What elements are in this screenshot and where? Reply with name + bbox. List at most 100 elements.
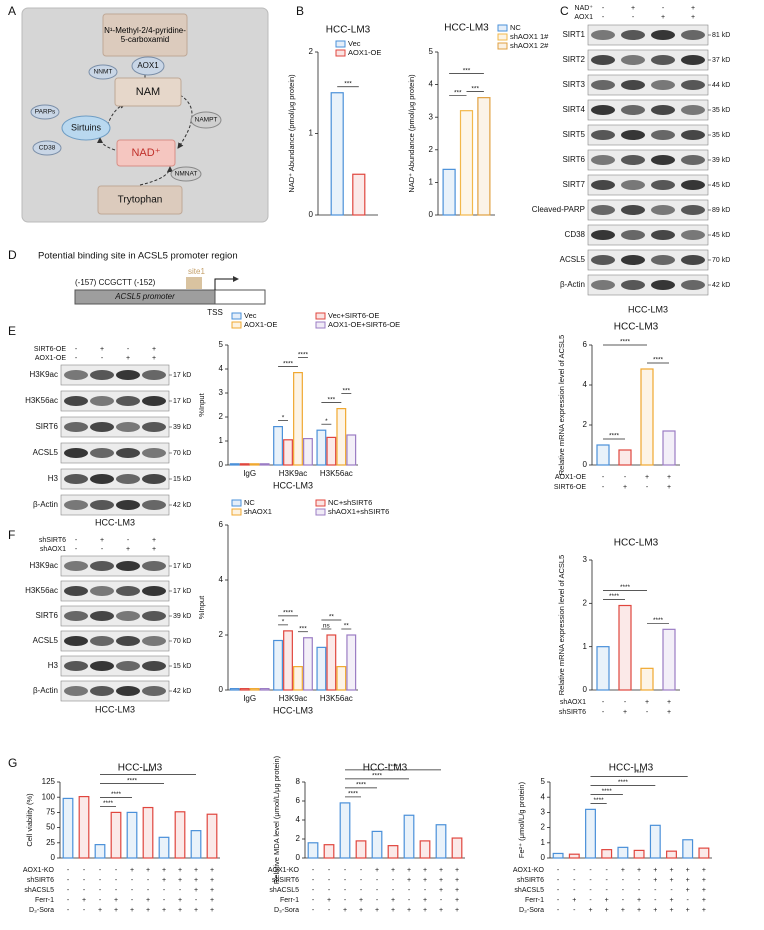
diagram-bg <box>21 7 269 223</box>
y-tick-label: 3 <box>583 555 588 564</box>
sig-label: * <box>282 414 285 421</box>
blot-band <box>64 611 88 621</box>
condition-sign: + <box>686 907 690 914</box>
bar <box>662 430 676 466</box>
condition-sign: - <box>344 887 347 894</box>
condition-sign: + <box>152 346 156 353</box>
condition-sign: + <box>210 877 214 884</box>
condition-sign: - <box>602 709 605 716</box>
blot-band <box>621 205 645 215</box>
sig-label: * <box>282 619 285 626</box>
x-axis-label: HCC-LM3 <box>273 705 313 715</box>
bar <box>316 429 327 466</box>
condition-sign: + <box>661 14 665 21</box>
blot-band <box>142 422 166 432</box>
bar <box>206 813 218 859</box>
arrow <box>97 137 116 151</box>
condition-label: shSIRT6 <box>517 877 544 884</box>
blot-band <box>651 80 675 90</box>
legend-label: AOX1-OE+SIRT6-OE <box>328 320 400 329</box>
y-tick-label: 50 <box>46 823 55 832</box>
node-label: CD38 <box>39 145 56 152</box>
sig-label: **** <box>388 764 399 771</box>
condition-sign: - <box>115 887 118 894</box>
bar <box>552 852 564 859</box>
condition-sign: + <box>572 897 576 904</box>
blot-band <box>681 80 705 90</box>
bar <box>229 463 240 466</box>
bar <box>94 844 106 859</box>
band-label: H3K9ac <box>30 370 58 379</box>
condition-sign: - <box>589 877 592 884</box>
blot-band <box>591 205 615 215</box>
bar <box>239 688 250 691</box>
blot-caption: HCC-LM3 <box>95 704 135 714</box>
condition-sign: - <box>573 877 576 884</box>
condition-sign: + <box>637 867 641 874</box>
condition-sign: + <box>423 907 427 914</box>
blot-band <box>142 586 166 596</box>
condition-sign: + <box>669 897 673 904</box>
condition-sign: - <box>101 355 104 362</box>
panel-label: F <box>8 528 15 542</box>
tss-label: TSS <box>207 308 223 317</box>
condition-sign: - <box>392 877 395 884</box>
blot-band <box>681 30 705 40</box>
blot-band <box>90 474 114 484</box>
legend-swatch <box>315 499 326 507</box>
condition-sign: - <box>687 897 690 904</box>
condition-sign: - <box>424 887 427 894</box>
promoter-diagram: Potential binding site in ACSL5 promoter… <box>38 251 266 317</box>
bar <box>158 836 170 859</box>
y-tick-label: 1 <box>219 436 224 445</box>
condition-sign: - <box>638 877 641 884</box>
sig-label: *** <box>328 396 336 403</box>
blot-band <box>64 370 88 380</box>
bar <box>371 830 383 859</box>
condition-sign: + <box>98 907 102 914</box>
band-size: 17 kD <box>173 398 191 405</box>
y-tick-label: 0 <box>219 685 224 694</box>
bar <box>110 811 122 859</box>
node-ellipse <box>32 140 62 156</box>
node-box <box>116 139 176 167</box>
condition-sign: - <box>83 887 86 894</box>
condition-sign: - <box>147 887 150 894</box>
bar <box>387 845 399 859</box>
condition-sign: - <box>312 877 315 884</box>
blot-band <box>116 474 140 484</box>
condition-sign: + <box>669 867 673 874</box>
panel-label: B <box>296 4 304 18</box>
sig-label: **** <box>653 617 664 624</box>
band-label: H3K56ac <box>25 586 58 595</box>
condition-sign: - <box>67 897 70 904</box>
sig-label: **** <box>618 779 629 786</box>
node: N¹-Methyl-2/4-pyridine-5-carboxamid <box>104 26 186 44</box>
blot-band <box>64 561 88 571</box>
chart-title: HCC-LM3 <box>614 322 659 333</box>
legend-label: NC <box>244 498 255 507</box>
band-size: 15 kD <box>173 663 191 670</box>
condition-sign: - <box>654 897 657 904</box>
condition-label: D₃-Sora <box>519 907 544 914</box>
condition-sign: - <box>589 897 592 904</box>
band-size: 45 kD <box>712 182 730 189</box>
blot-band <box>681 180 705 190</box>
condition-sign: - <box>75 537 78 544</box>
condition-sign: + <box>391 897 395 904</box>
blot-band <box>681 105 705 115</box>
y-axis-label: NAD⁺ Abundance (pmol/μg protein) <box>407 74 416 193</box>
sig-label: *** <box>344 80 352 87</box>
condition-sign: + <box>637 897 641 904</box>
condition-sign: - <box>312 897 315 904</box>
node-ellipse <box>61 115 111 141</box>
condition-sign: - <box>622 887 625 894</box>
band-size: 39 kD <box>712 157 730 164</box>
condition-sign: - <box>602 484 605 491</box>
condition-sign: - <box>163 887 166 894</box>
sig-label: **** <box>609 433 620 440</box>
condition-sign: - <box>646 709 649 716</box>
condition-sign: + <box>210 867 214 874</box>
condition-sign: + <box>130 907 134 914</box>
condition-sign: + <box>152 546 156 553</box>
